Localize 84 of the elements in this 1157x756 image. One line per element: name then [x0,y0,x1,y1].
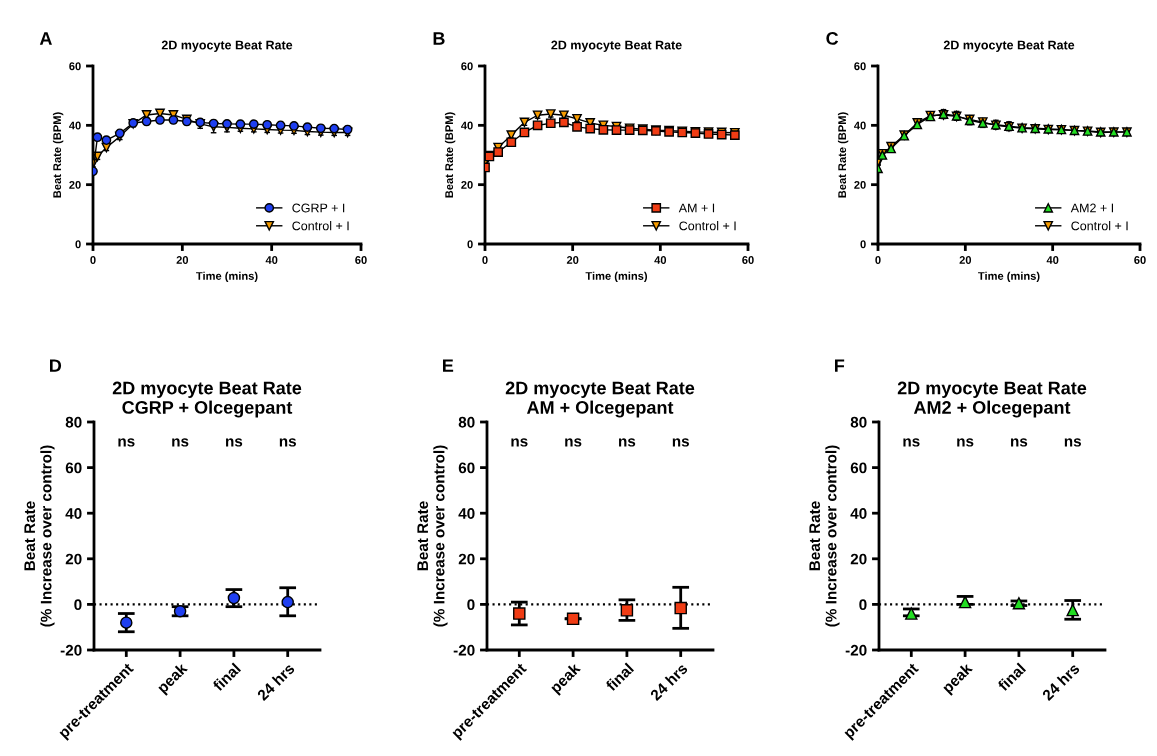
y-tick-label: 40 [69,121,81,130]
y-tick-label: 60 [458,462,475,474]
legend-label: AM + I [678,203,715,213]
x-tick-label: 20 [959,256,972,264]
annotation: ns [118,438,135,447]
y-tick-label: -20 [845,644,867,656]
annotation: ns [511,438,528,447]
chart-title: 2D myocyte Beat Rate AM + Olcegepant [505,381,695,418]
text: F [835,359,845,372]
annotation: ns [903,438,920,447]
legend-label: Control + I [679,221,736,231]
text: A [39,32,52,45]
y-tick-label: 60 [69,62,81,71]
annotation: ns [1011,438,1028,447]
text: B [433,32,445,45]
x-tick-label: 60 [355,256,367,264]
annotation: ns [565,438,582,447]
y-tick-label: 0 [859,599,867,611]
y-tick-label: 0 [75,240,81,249]
y-axis-title: Beat Rate (% Increase over control) [417,445,448,627]
x-tick-label: 0 [875,256,881,264]
x-tick-label: 24 hrs [649,662,689,702]
legend-label: CGRP + I [292,203,345,213]
y-tick-label: 20 [461,180,473,189]
y-axis-title: Beat Rate (% Increase over control) [24,445,55,627]
x-tick-label: 60 [1134,256,1146,264]
x-tick-label: 40 [1046,256,1059,264]
x-tick-label: 40 [654,256,667,264]
annotation: ns [672,438,689,447]
chart-title: 2D myocyte Beat Rate [551,40,682,52]
y-tick-label: 40 [458,508,475,519]
x-tick-label: 40 [265,256,278,264]
x-tick-label: 24 hrs [1041,662,1081,702]
y-tick-label: 40 [461,121,473,130]
y-axis-title: Beat Rate (% Increase over control) [809,445,840,627]
y-tick-label: 0 [467,240,473,249]
y-tick-label: 80 [458,416,475,428]
y-tick-label: -20 [60,644,82,656]
annotation: ns [619,438,636,447]
y-tick-label: 60 [461,62,473,71]
y-axis-title: Beat Rate (BPM) [52,112,64,198]
legend-label: Control + I [1071,221,1128,231]
y-axis-title: Beat Rate (BPM) [444,112,456,198]
y-tick-label: 60 [850,462,867,474]
annotation: ns [957,438,974,447]
y-tick-label: 80 [65,416,82,428]
x-tick-label: 0 [90,256,96,264]
y-tick-label: 80 [850,416,867,428]
y-tick-label: 0 [860,240,866,249]
text: D [50,359,62,372]
y-axis-title: Beat Rate (BPM) [837,112,849,198]
y-tick-label: 40 [850,508,867,519]
annotation: ns [1064,438,1081,447]
y-tick-label: 20 [854,180,866,189]
y-tick-label: 40 [854,121,866,130]
y-tick-label: 20 [69,180,81,189]
x-tick-label: 60 [742,256,754,264]
y-tick-label: 40 [65,508,82,519]
y-tick-label: 60 [854,62,866,71]
x-axis-title: Time (mins) [978,271,1040,283]
legend-label: Control + I [292,221,349,231]
y-tick-label: 0 [74,599,82,611]
y-tick-label: -20 [453,644,475,656]
y-tick-label: 20 [458,553,475,565]
x-tick-label: 24 hrs [256,662,296,702]
annotation: ns [279,438,296,447]
x-axis-title: Time (mins) [585,271,648,283]
annotation: ns [226,438,243,447]
y-tick-label: 60 [65,462,82,474]
chart-title: 2D myocyte Beat Rate CGRP + Olcegepant [112,381,302,418]
chart-title: 2D myocyte Beat Rate AM2 + Olcegepant [897,381,1087,418]
legend-label: AM2 + I [1070,203,1114,213]
y-tick-label: 20 [65,553,82,565]
text: E [443,359,454,372]
y-tick-label: 0 [467,599,475,611]
x-tick-label: 20 [566,256,579,264]
x-tick-label: 20 [176,256,189,264]
chart-title: 2D myocyte Beat Rate [161,40,293,52]
y-tick-label: 20 [850,553,867,565]
text: C [826,32,839,45]
x-axis-title: Time (mins) [196,271,258,283]
x-tick-label: 0 [482,256,488,264]
chart-title: 2D myocyte Beat Rate [943,40,1075,52]
annotation: ns [172,438,189,447]
